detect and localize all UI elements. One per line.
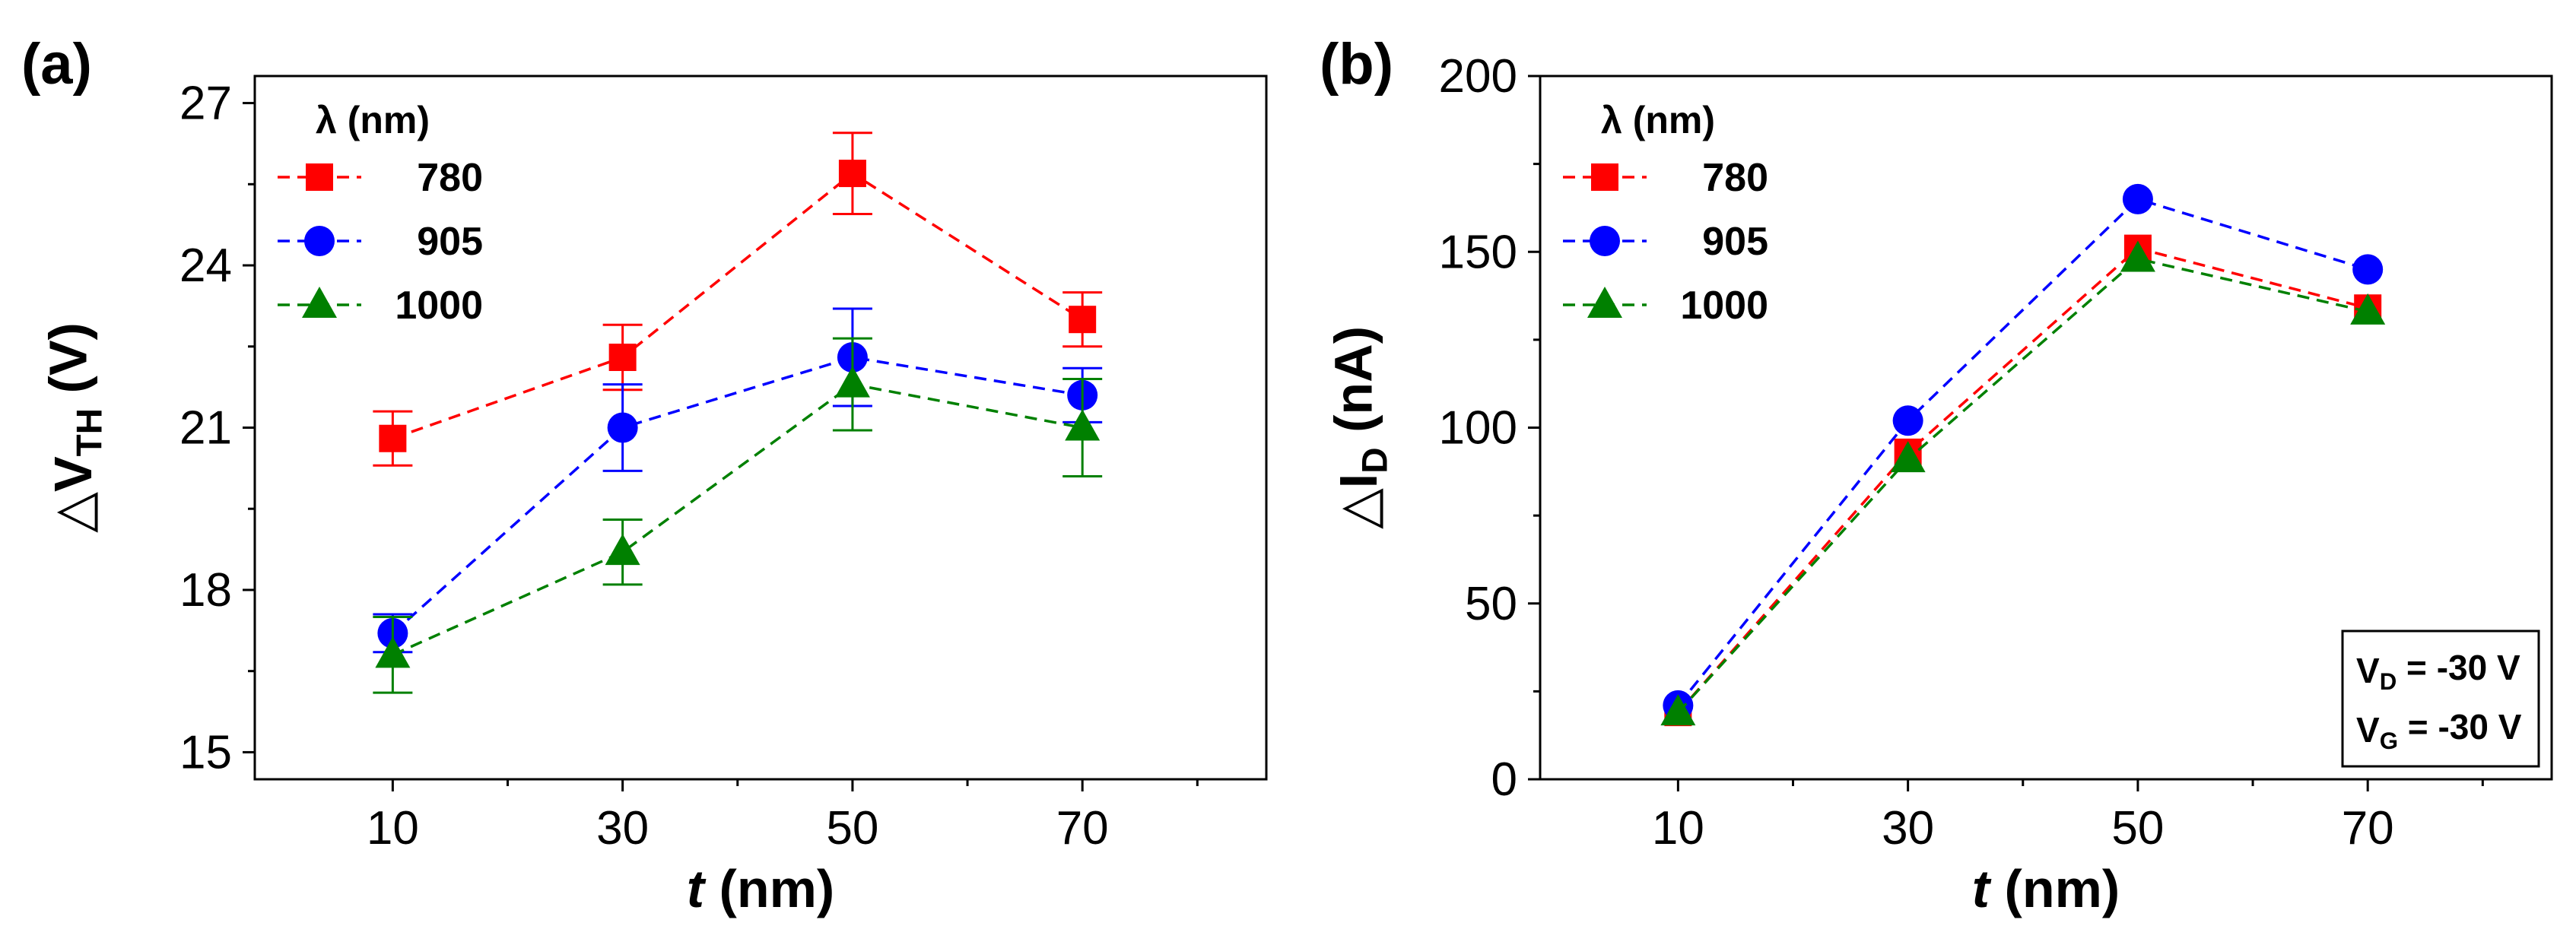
legend-label: 780: [417, 156, 483, 200]
x-tick-label: 10: [1652, 802, 1704, 855]
x-tick-label: 70: [1056, 802, 1109, 855]
series-line: [392, 171, 1084, 440]
chart-panel-1: (a) 10 30 50 70 15 18 21 24 27 t (nm) △VTH (V) λ (nm…: [21, 32, 1268, 918]
data-point: [2352, 254, 2384, 285]
data-point: [2120, 240, 2155, 272]
panel-label: (a): [21, 32, 92, 97]
y-tick-label: 24: [179, 239, 232, 292]
plot-frame: [253, 75, 1268, 781]
legend-marker: [1590, 226, 1620, 256]
y-tick-label: 50: [1465, 578, 1517, 630]
data-point: [2350, 293, 2386, 325]
y-tick-label: 0: [1491, 753, 1517, 806]
x-tick-label: 70: [2342, 802, 2394, 855]
chart-panel-2: (b) 10 30 50 70 0 50 100 150 200 t (nm) △ID (nA) λ (…: [1320, 32, 2553, 918]
series-line: [392, 382, 1083, 656]
series-780: [1664, 234, 2382, 727]
x-tick-label: 10: [367, 802, 419, 855]
data-point: [605, 534, 640, 566]
conditions-box: VD = -30 V VG = -30 V: [2341, 629, 2540, 768]
data-point: [1892, 405, 1923, 436]
data-point: [607, 412, 638, 443]
y-tick-label: 27: [179, 78, 232, 130]
series-line: [1677, 246, 2368, 714]
legend-label: 905: [1702, 220, 1768, 264]
y-axis-title: △ID (nA): [1324, 326, 1396, 529]
data-point: [375, 636, 411, 668]
condition-text: VD = -30 V: [2356, 648, 2520, 695]
y-tick-label: 100: [1439, 402, 1517, 455]
data-point: [834, 366, 870, 398]
legend-marker: [1591, 163, 1618, 191]
series-905: [1663, 183, 2384, 721]
legend-marker: [304, 226, 335, 256]
data-point: [608, 344, 637, 371]
x-tick-label: 50: [2111, 802, 2164, 855]
x-tick-label: 30: [1882, 802, 1934, 855]
conditions-frame: [2341, 629, 2540, 768]
series-line: [1677, 197, 2368, 706]
data-point: [838, 160, 866, 188]
legend: λ (nm) 780 905 1000: [278, 99, 483, 328]
data-point: [2122, 183, 2153, 214]
x-axis-title: t (nm): [1972, 859, 2120, 918]
x-tick-label: 30: [596, 802, 649, 855]
series-line: [392, 356, 1083, 635]
legend: λ (nm) 780 905 1000: [1563, 99, 1768, 328]
legend-title: λ (nm): [316, 99, 430, 141]
y-axis-title: △VTH (V): [39, 322, 110, 533]
series-1000: [1660, 240, 2386, 726]
legend-label: 780: [1702, 156, 1768, 200]
legend-label: 1000: [1680, 284, 1768, 328]
panel-label: (b): [1320, 32, 1393, 97]
y-tick-label: 18: [179, 564, 232, 617]
series-905: [373, 307, 1103, 654]
legend-marker: [302, 287, 337, 318]
data-point: [1890, 441, 1926, 473]
series-1000: [373, 337, 1103, 694]
data-point: [1069, 306, 1097, 334]
legend-marker: [306, 163, 333, 191]
y-tick-label: 150: [1439, 226, 1517, 278]
data-point: [1660, 694, 1696, 726]
data-point: [1065, 409, 1101, 441]
condition-text: VG = -30 V: [2356, 707, 2522, 754]
x-axis-title: t (nm): [687, 859, 834, 918]
y-tick-label: 15: [179, 726, 232, 779]
y-tick-label: 21: [179, 402, 232, 455]
series-line: [1677, 257, 2368, 714]
legend-title: λ (nm): [1601, 99, 1715, 141]
data-point: [379, 424, 407, 452]
legend-label: 905: [417, 220, 483, 264]
x-tick-label: 50: [826, 802, 878, 855]
legend-label: 1000: [395, 284, 483, 328]
series-780: [373, 132, 1103, 467]
legend-marker: [1587, 287, 1622, 318]
y-tick-label: 200: [1439, 50, 1517, 103]
